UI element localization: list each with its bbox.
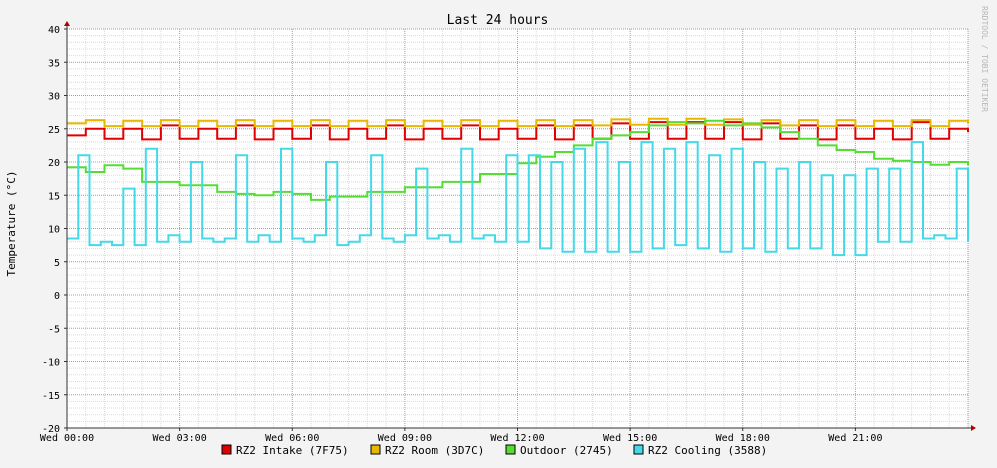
series-layer [67,117,969,257]
y-tick-label: 5 [54,258,60,269]
x-tick-label: Wed 00:00 [40,433,94,444]
y-tick-label: 40 [48,25,60,36]
y-tick-label: 10 [48,225,60,236]
y-tick-label: -10 [42,358,60,369]
watermark: RRDTOOL / TOBI OETIKER [980,6,989,112]
axes [64,21,976,431]
x-tick-label: Wed 09:00 [378,433,432,444]
chart-title: Last 24 hours [447,13,549,28]
legend-swatch-4 [633,444,644,455]
y-tick-label: 25 [48,125,60,136]
legend-label-3: Outdoor (2745) [520,444,613,457]
y-tick-label: 35 [48,58,60,69]
legend: RZ2 Intake (7F75) RZ2 Room (3D7C) Outdoor … [221,444,767,457]
legend-label-1: RZ2 Intake (7F75) [236,444,349,457]
y-tick-label: 20 [48,158,60,169]
y-axis-label: Temperature (°C) [5,171,18,277]
x-tick-label: Wed 03:00 [153,433,207,444]
y-tick-label: -5 [48,324,60,335]
y-tick-label: 0 [54,291,60,302]
x-tick-label: Wed 18:00 [716,433,770,444]
legend-swatch-1 [221,444,232,455]
y-tick-label: 15 [48,191,60,202]
y-tick-label: -20 [42,424,60,435]
series-line-4 [67,141,969,257]
x-tick-label: Wed 15:00 [603,433,657,444]
x-tick-label: Wed 12:00 [490,433,544,444]
y-axis-arrow [64,21,70,26]
x-tick-label: Wed 06:00 [265,433,319,444]
series-line-2 [67,117,969,128]
x-axis-arrow [971,425,976,431]
legend-swatch-3 [505,444,516,455]
y-tick-label: 30 [48,92,60,103]
y-tick-label: -15 [42,391,60,402]
legend-label-2: RZ2 Room (3D7C) [385,444,484,457]
legend-swatch-2 [370,444,381,455]
x-tick-label: Wed 21:00 [828,433,882,444]
legend-label-4: RZ2 Cooling (3588) [648,444,767,457]
